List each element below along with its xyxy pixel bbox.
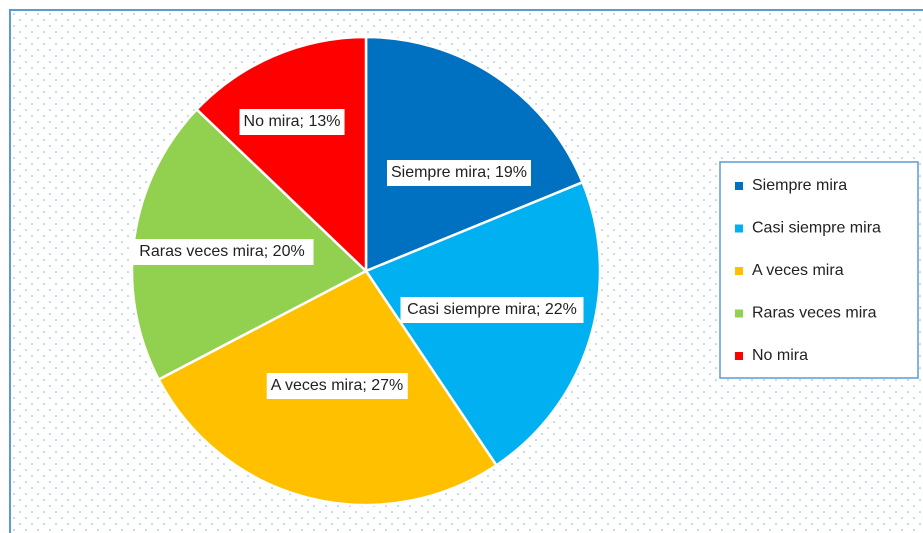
data-label: Siempre mira; 19%	[386, 160, 532, 186]
legend-swatch	[735, 309, 743, 318]
legend-swatch	[735, 182, 743, 190]
legend-swatch	[735, 267, 743, 275]
legend-label: Raras veces mira	[752, 305, 877, 322]
data-label: Raras veces mira; 20%	[130, 239, 314, 265]
legend-label: Siempre mira	[752, 177, 847, 194]
data-label: Casi siempre mira; 22%	[400, 297, 584, 323]
legend-box	[719, 161, 919, 379]
data-label: A veces mira; 27%	[266, 373, 408, 399]
legend-swatch	[735, 352, 743, 360]
pie-slice	[364, 35, 585, 273]
data-label: No mira; 13%	[239, 109, 345, 135]
legend: Siempre mira Casi siempre mira A veces mir…	[735, 177, 881, 364]
pie-slice	[364, 180, 602, 468]
pie-slice	[194, 35, 368, 274]
legend-label: A veces mira	[752, 262, 844, 279]
legend-swatch	[735, 224, 743, 233]
legend-label: Casi siempre mira	[752, 220, 881, 237]
legend-label: No mira	[752, 347, 808, 364]
pie	[130, 35, 602, 507]
